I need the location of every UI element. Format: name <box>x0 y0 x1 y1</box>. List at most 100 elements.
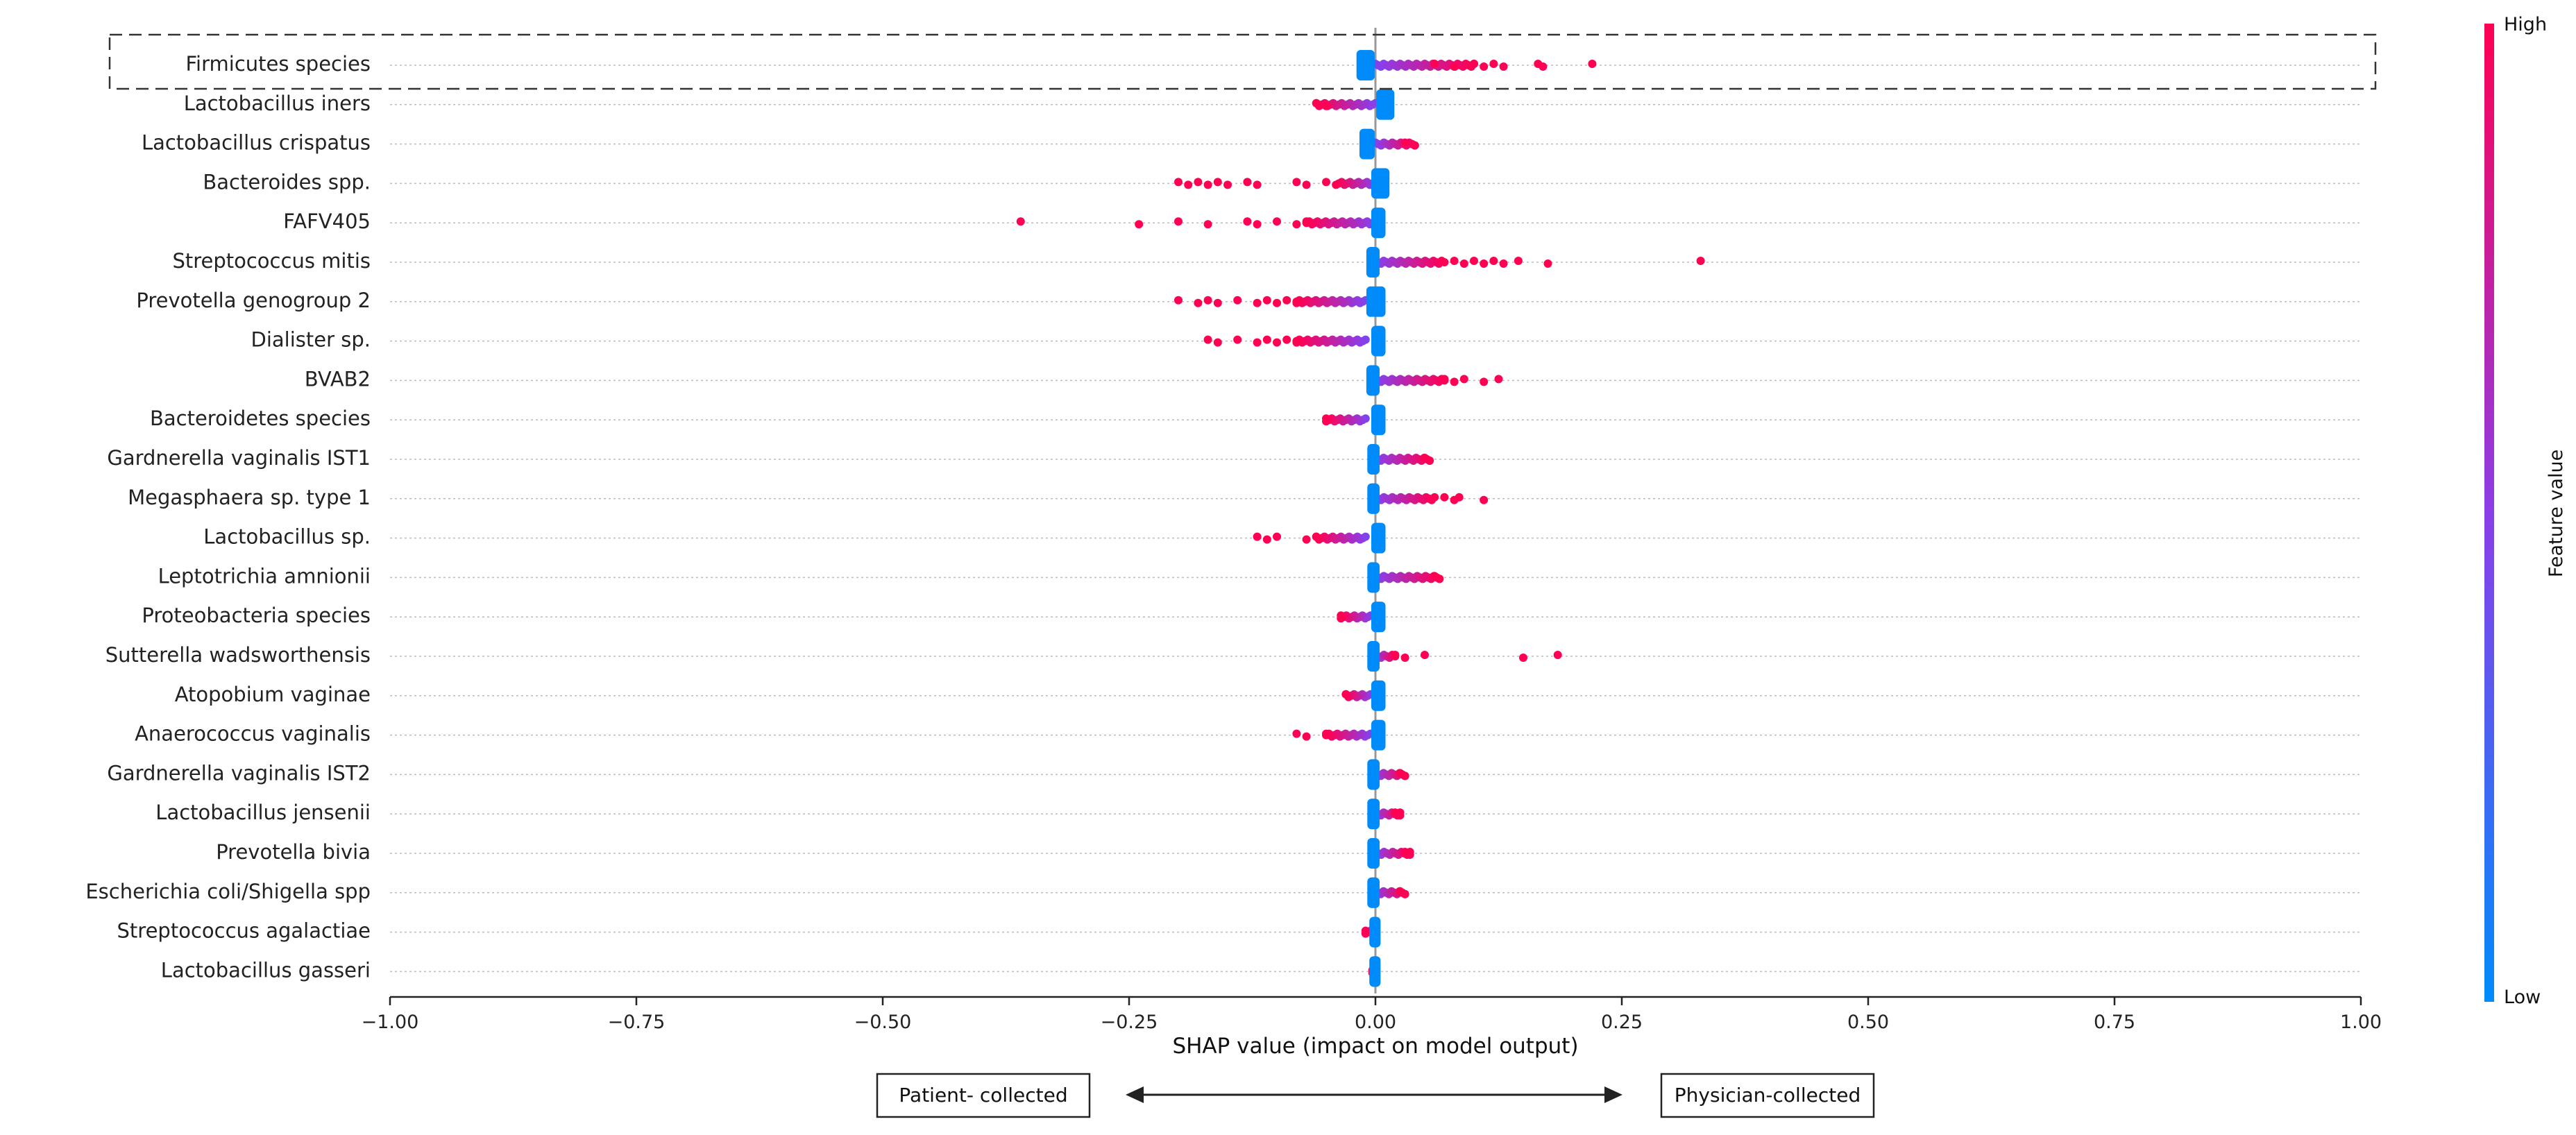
high-point-sutterella-wadsworthensis <box>1553 651 1562 659</box>
high-point-firmicutes-species <box>1480 62 1489 71</box>
high-point-bacteroides-spp <box>1292 178 1301 187</box>
low-point-firmicutes-species <box>1366 50 1375 80</box>
x-axis-title: SHAP value (impact on model output) <box>1172 1034 1578 1059</box>
high-point-bacteroides-spp <box>1253 180 1262 189</box>
low-point-proteobacteria-species <box>1377 601 1386 633</box>
high-point-firmicutes-species <box>1539 62 1548 71</box>
high-point-prevotella-genogroup-2 <box>1213 298 1222 307</box>
high-point-firmicutes-species <box>1430 60 1439 68</box>
feature-labels: Firmicutes species Lactobacillus iners Lac… <box>85 52 371 982</box>
low-point-atopobium-vaginae <box>1377 680 1386 711</box>
high-point-bvab2 <box>1459 375 1468 384</box>
high-point-dialister-sp <box>1233 335 1242 344</box>
low-point-lactobacillus-jensenii <box>1371 799 1380 830</box>
feature-label-lactobacillus-jensenii: Lactobacillus jensenii <box>155 801 371 824</box>
low-point-lactobacillus-gasseri <box>1372 956 1381 987</box>
high-point-sutterella-wadsworthensis <box>1391 651 1400 659</box>
high-point-fafv405 <box>1203 220 1212 229</box>
high-point-prevotella-genogroup-2 <box>1253 298 1262 307</box>
feature-label-lactobacillus-iners: Lactobacillus iners <box>184 92 371 115</box>
high-point-firmicutes-species <box>1450 62 1459 71</box>
high-point-dialister-sp <box>1273 338 1281 347</box>
high-point-prevotella-bivia <box>1405 851 1414 859</box>
x-tick-label: 0.50 <box>1847 1012 1889 1033</box>
low-point-dialister-sp <box>1377 325 1386 357</box>
feature-label-dialister-sp: Dialister sp. <box>251 328 371 352</box>
high-point-streptococcus-mitis <box>1514 257 1523 265</box>
high-point-fafv405 <box>1243 217 1252 226</box>
feature-label-bacteroidetes-species: Bacteroidetes species <box>150 407 371 430</box>
feature-label-proteobacteria-species: Proteobacteria species <box>142 604 371 627</box>
feature-label-streptococcus-agalactiae: Streptococcus agalactiae <box>117 919 371 943</box>
high-point-dialister-sp <box>1203 335 1212 344</box>
feature-label-lactobacillus-gasseri: Lactobacillus gasseri <box>161 958 371 982</box>
low-point-streptococcus-mitis <box>1371 247 1380 278</box>
high-point-bvab2 <box>1494 375 1503 384</box>
feature-label-gardnerella-vaginalis-ist1: Gardnerella vaginalis IST1 <box>107 446 371 470</box>
high-point-prevotella-genogroup-2 <box>1282 296 1291 305</box>
high-point-bacteroides-spp <box>1223 180 1232 189</box>
high-point-streptococcus-agalactiae <box>1361 926 1370 935</box>
high-point-megasphaera-sp-type-1 <box>1480 495 1489 504</box>
high-point-streptococcus-mitis <box>1696 257 1705 265</box>
high-point-fafv405 <box>1302 217 1311 226</box>
high-point-dialister-sp <box>1253 338 1262 347</box>
high-point-proteobacteria-species <box>1337 611 1346 620</box>
high-point-lactobacillus-sp <box>1262 535 1271 544</box>
high-point-lactobacillus-sp <box>1253 532 1262 541</box>
low-point-gardnerella-vaginalis-ist2 <box>1371 759 1380 790</box>
high-point-bvab2 <box>1480 377 1489 386</box>
feature-label-escherichia-coli-shigella-spp: Escherichia coli/Shigella spp <box>85 880 371 903</box>
band-point-bacteroides-spp <box>1332 180 1341 189</box>
feature-label-lactobacillus-sp: Lactobacillus sp. <box>203 525 371 549</box>
low-point-streptococcus-agalactiae <box>1372 916 1381 948</box>
high-point-fafv405 <box>1273 217 1281 226</box>
high-point-prevotella-genogroup-2 <box>1174 296 1183 305</box>
x-tick-label: −0.25 <box>1101 1012 1158 1033</box>
x-tick-label: 0.25 <box>1601 1012 1643 1033</box>
high-point-streptococcus-mitis <box>1489 257 1498 265</box>
high-point-streptococcus-mitis <box>1499 259 1508 268</box>
high-point-sutterella-wadsworthensis <box>1400 654 1409 662</box>
right-arrowhead <box>1604 1086 1622 1103</box>
high-point-lactobacillus-crispatus <box>1400 138 1409 147</box>
low-point-leptotrichia-amnionii <box>1371 562 1380 593</box>
feature-label-bvab2: BVAB2 <box>305 367 371 391</box>
high-point-streptococcus-mitis <box>1480 259 1489 268</box>
high-point-dialister-sp <box>1292 338 1301 347</box>
high-point-gardnerella-vaginalis-ist2 <box>1400 771 1409 780</box>
feature-label-gardnerella-vaginalis-ist2: Gardnerella vaginalis IST2 <box>107 761 371 785</box>
high-point-lactobacillus-iners <box>1322 101 1330 110</box>
high-point-prevotella-genogroup-2 <box>1273 298 1281 307</box>
high-point-gardnerella-vaginalis-ist1 <box>1425 456 1434 465</box>
high-point-megasphaera-sp-type-1 <box>1440 493 1449 502</box>
patient-collected-label: Patient- collected <box>899 1084 1067 1107</box>
colorbar-low-label: Low <box>2504 987 2541 1008</box>
high-point-lactobacillus-sp <box>1273 532 1281 541</box>
highlight-box <box>108 33 2377 90</box>
high-point-streptococcus-mitis <box>1470 257 1478 265</box>
feature-label-anaerococcus-vaginalis: Anaerococcus vaginalis <box>135 722 371 746</box>
high-point-anaerococcus-vaginalis <box>1302 732 1311 741</box>
colorbar-high-label: High <box>2504 14 2547 35</box>
low-point-prevotella-genogroup-2 <box>1377 286 1386 317</box>
high-point-fafv405 <box>1253 220 1262 229</box>
high-point-bvab2 <box>1450 377 1459 386</box>
left-arrowhead <box>1126 1086 1144 1103</box>
low-point-megasphaera-sp-type-1 <box>1371 483 1380 514</box>
x-tick-label: −0.75 <box>608 1012 666 1033</box>
high-point-bacteroides-spp <box>1203 180 1212 189</box>
x-axis: −1.00 −0.75 −0.50 −0.25 0.00 0.25 0.50 0.75 1.00… <box>362 996 2382 1059</box>
x-tick-label: 1.00 <box>2340 1012 2382 1033</box>
high-point-streptococcus-mitis <box>1459 259 1468 268</box>
gridlines <box>390 65 2361 973</box>
physician-collected-box <box>1660 1073 1875 1118</box>
x-ticks: −1.00 −0.75 −0.50 −0.25 0.00 0.25 0.50 0.75 1.00 <box>362 997 2382 1033</box>
x-tick-label: 0.75 <box>2094 1012 2135 1033</box>
high-point-firmicutes-species <box>1499 62 1508 71</box>
x-tick-label: −1.00 <box>362 1012 419 1033</box>
low-point-anaerococcus-vaginalis <box>1377 719 1386 751</box>
low-point-sutterella-wadsworthensis <box>1371 641 1380 672</box>
high-point-bvab2 <box>1440 375 1449 384</box>
